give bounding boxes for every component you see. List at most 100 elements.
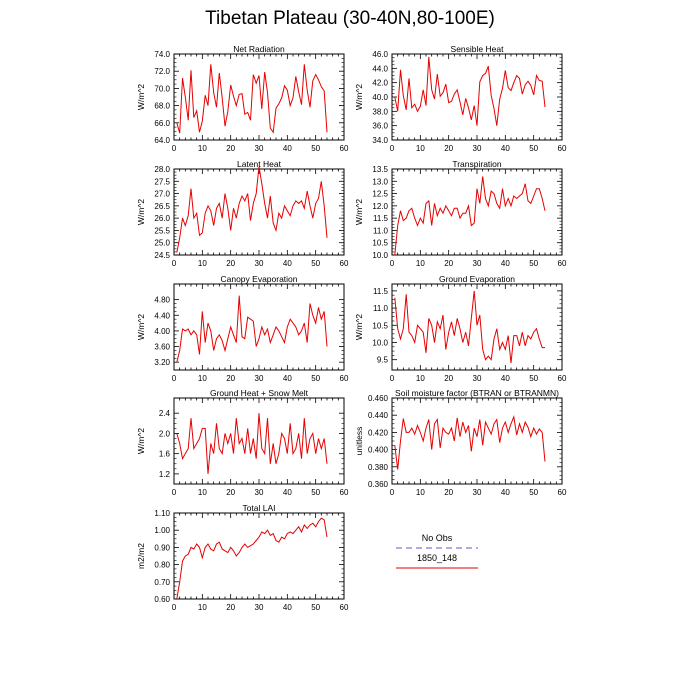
- y-axis-label: W/m^2: [136, 428, 146, 454]
- x-tick-label: 40: [501, 488, 510, 497]
- x-tick-label: 20: [226, 374, 235, 383]
- chart-panel-6: Ground Evaporation W/m^2 0 10 20 30 40 50 60 9.5 1…: [354, 274, 567, 383]
- y-tick-label: 12.5: [372, 190, 388, 199]
- x-tick-label: 30: [255, 259, 264, 268]
- panel-title: Ground Evaporation: [439, 274, 515, 284]
- y-tick-label: 0.400: [368, 446, 389, 455]
- y-axis-label: W/m^2: [354, 84, 364, 110]
- y-tick-label: 0.440: [368, 411, 389, 420]
- x-tick-label: 20: [226, 488, 235, 497]
- y-tick-label: 11.0: [373, 226, 389, 235]
- y-tick-label: 46.0: [372, 50, 388, 59]
- x-tick-label: 50: [311, 488, 320, 497]
- x-tick-label: 40: [283, 603, 292, 612]
- y-tick-label: 1.10: [154, 509, 170, 518]
- panel-title: Canopy Evaporation: [220, 274, 297, 284]
- y-tick-label: 1.2: [159, 470, 171, 479]
- x-tick-label: 0: [390, 374, 395, 383]
- series-line-1850-148: [176, 413, 328, 474]
- legend-label-1850-148: 1850_148: [417, 553, 457, 563]
- y-tick-label: 10.5: [372, 239, 388, 248]
- x-tick-label: 60: [340, 259, 349, 268]
- x-tick-label: 30: [473, 259, 482, 268]
- x-tick-label: 30: [473, 374, 482, 383]
- y-tick-label: 1.00: [154, 526, 170, 535]
- chart-panel-9: Total LAI m2/m2 0 10 20 30 40 50 60 0.60 0.70 0.80 0…: [136, 503, 349, 612]
- x-tick-label: 20: [226, 603, 235, 612]
- y-tick-label: 72.0: [154, 67, 170, 76]
- series-line-1850-148: [394, 176, 546, 256]
- page-title: Tibetan Plateau (30-40N,80-100E): [205, 8, 495, 29]
- y-tick-label: 40.0: [372, 93, 388, 102]
- y-tick-label: 0.380: [368, 463, 389, 472]
- x-tick-label: 60: [558, 144, 567, 153]
- x-tick-label: 10: [198, 374, 207, 383]
- y-axis-label: unitless: [354, 427, 364, 456]
- x-tick-label: 40: [501, 374, 510, 383]
- x-tick-label: 60: [340, 374, 349, 383]
- y-tick-label: 28.0: [154, 165, 170, 174]
- chart-panel-2: Sensible Heat W/m^2 0 10 20 30 40 50 60 34.0 36.0 3…: [354, 44, 567, 153]
- y-tick-label: 68.0: [154, 102, 170, 111]
- series-line-1850-148: [176, 64, 328, 134]
- x-tick-label: 0: [390, 144, 395, 153]
- series-line-1850-148: [394, 56, 546, 126]
- x-tick-label: 40: [283, 488, 292, 497]
- y-tick-label: 4.00: [154, 327, 170, 336]
- x-tick-label: 30: [473, 144, 482, 153]
- x-tick-label: 0: [172, 374, 177, 383]
- y-tick-label: 25.5: [154, 226, 170, 235]
- x-tick-label: 60: [558, 259, 567, 268]
- x-tick-label: 30: [255, 144, 264, 153]
- x-tick-label: 10: [198, 488, 207, 497]
- x-tick-label: 10: [198, 259, 207, 268]
- x-tick-label: 40: [283, 144, 292, 153]
- x-tick-label: 0: [390, 488, 395, 497]
- chart-panel-8: Soil moisture factor (BTRAN or BTRANMN) u…: [354, 388, 567, 497]
- panel-title: Transpiration: [452, 159, 502, 169]
- y-tick-label: 27.5: [154, 177, 170, 186]
- y-tick-label: 24.5: [154, 251, 170, 260]
- y-tick-label: 4.80: [154, 296, 170, 305]
- y-tick-label: 44.0: [372, 64, 388, 73]
- y-tick-label: 10.5: [372, 321, 388, 330]
- x-tick-label: 20: [226, 259, 235, 268]
- y-tick-label: 26.5: [154, 202, 170, 211]
- x-tick-label: 0: [172, 488, 177, 497]
- panel-title: Latent Heat: [237, 159, 282, 169]
- y-tick-label: 9.5: [377, 356, 389, 365]
- plot-frame: [391, 168, 563, 256]
- x-tick-label: 50: [311, 374, 320, 383]
- chart-panel-5: Canopy Evaporation W/m^2 0 10 20 30 40 50 60 3.20…: [136, 274, 349, 383]
- y-tick-label: 26.0: [154, 214, 170, 223]
- x-tick-label: 20: [444, 488, 453, 497]
- x-tick-label: 10: [416, 488, 425, 497]
- y-axis-label: W/m^2: [136, 199, 146, 225]
- y-tick-label: 70.0: [154, 84, 170, 93]
- y-tick-label: 12.0: [372, 202, 388, 211]
- x-tick-label: 0: [390, 259, 395, 268]
- plot-frame: [173, 168, 345, 256]
- y-tick-label: 10.0: [372, 338, 388, 347]
- chart-panel-7: Ground Heat + Snow Melt W/m^2 0 10 20 30 40 50 6…: [136, 388, 349, 497]
- x-tick-label: 30: [255, 603, 264, 612]
- y-axis-label: W/m^2: [136, 84, 146, 110]
- chart-panel-3: Latent Heat W/m^2 0 10 20 30 40 50 60 24.5 25.0 25.…: [136, 159, 349, 268]
- y-tick-label: 3.20: [154, 358, 170, 367]
- y-tick-label: 0.460: [368, 394, 389, 403]
- plot-frame: [391, 397, 563, 485]
- plot-frame: [173, 512, 345, 600]
- legend: No Obs 1850_148: [396, 533, 478, 569]
- y-tick-label: 25.0: [154, 239, 170, 248]
- series-line-1850-148: [176, 295, 328, 363]
- x-tick-label: 50: [529, 259, 538, 268]
- y-tick-label: 74.0: [154, 50, 170, 59]
- y-tick-label: 0.420: [368, 428, 389, 437]
- x-tick-label: 60: [558, 488, 567, 497]
- x-tick-label: 20: [444, 259, 453, 268]
- panel-title: Ground Heat + Snow Melt: [210, 388, 309, 398]
- x-tick-label: 50: [311, 144, 320, 153]
- x-tick-label: 40: [501, 259, 510, 268]
- y-tick-label: 11.5: [373, 287, 389, 296]
- y-tick-label: 0.70: [154, 578, 170, 587]
